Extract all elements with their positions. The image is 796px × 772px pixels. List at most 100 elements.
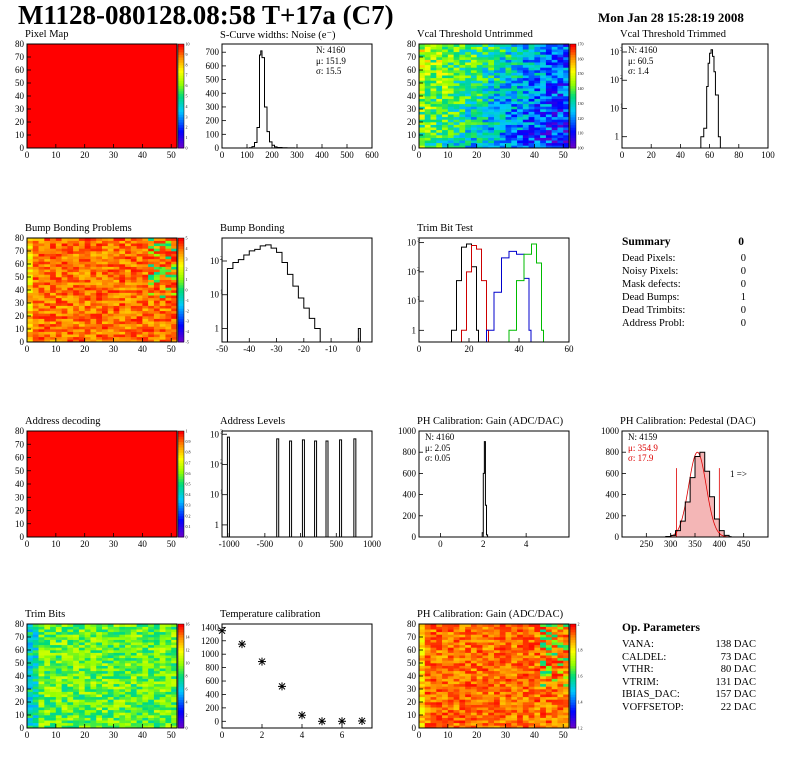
- histogram-peak: [276, 438, 280, 537]
- scatter-point: [318, 717, 326, 726]
- x-tick-label: 200: [265, 150, 279, 160]
- y-tick-label: 800: [403, 447, 417, 457]
- x-tick-label: -10: [325, 344, 337, 354]
- y-tick-label: 60: [407, 645, 417, 655]
- x-tick-label: 2: [260, 730, 265, 740]
- stat-line: σ: 0.05: [425, 453, 451, 463]
- x-tick-label: 20: [80, 150, 90, 160]
- x-tick-label: 20: [465, 344, 475, 354]
- op-parameter-label: VOFFSETOP:: [622, 701, 684, 713]
- y-tick-label: 500: [206, 75, 220, 85]
- x-tick-label: 20: [80, 539, 90, 549]
- x-tick-label: 10: [51, 539, 61, 549]
- op-parameter-row: IBIAS_DAC: 157 DAC: [622, 689, 756, 702]
- summary-value: 0: [740, 279, 746, 290]
- colorbar-label: 2: [578, 622, 580, 627]
- y-tick-label: 1000: [201, 649, 220, 659]
- plot-frame: [621, 43, 769, 149]
- x-tick-label: 50: [559, 150, 569, 160]
- y-tick-label: 10: [407, 238, 417, 248]
- op-parameter-row: CALDEL: 73 DAC: [622, 652, 756, 665]
- x-tick-label: 30: [109, 150, 119, 160]
- y-tick-label: 0: [20, 337, 25, 347]
- colorbar-label: 1.4: [578, 700, 583, 705]
- pixel-map-title: Pixel Map: [25, 29, 69, 40]
- address-decoding-title: Address decoding: [25, 416, 101, 427]
- op-parameter-label: VTHR:: [622, 664, 654, 675]
- histogram-series: [226, 244, 361, 343]
- colorbar-label: 1: [186, 135, 188, 140]
- y-tick-label: 80: [407, 39, 417, 49]
- histogram-series: [481, 441, 490, 538]
- y-tick-label: 60: [15, 65, 25, 75]
- y-tick-label: 0: [412, 143, 417, 153]
- op-parameter-row: VANA: 138 DAC: [622, 639, 756, 652]
- y-tick-label: 70: [15, 439, 25, 449]
- summary-value: 1: [740, 292, 746, 303]
- heatmap-fill: [27, 44, 177, 148]
- heatmap-point: [158, 267, 162, 269]
- y-tick-label: 300: [206, 102, 220, 112]
- colorbar-label: 3: [186, 114, 188, 119]
- y-tick-label: 10: [210, 459, 220, 469]
- x-tick-label: 50: [167, 344, 177, 354]
- y-tick-label: 40: [15, 671, 25, 681]
- y-tick-label: 50: [407, 78, 417, 88]
- stat-line: σ: 15.5: [316, 66, 342, 76]
- colorbar-label: 6: [186, 687, 188, 692]
- y-tick-label: 40: [15, 91, 25, 101]
- colorbar-label: -4: [186, 329, 189, 334]
- summary-label: Dead Trimbits:: [622, 305, 686, 316]
- scurve-stats: N: 4160 μ: 151.9 σ: 15.5: [316, 45, 346, 77]
- histogram-peak: [314, 440, 318, 537]
- y-tick-exponent: 2: [417, 267, 420, 273]
- x-tick-label: 30: [109, 539, 119, 549]
- colorbar-label: 0: [186, 146, 188, 151]
- plot-frame: [221, 623, 373, 729]
- x-tick-label: 60: [565, 344, 575, 354]
- y-tick-label: 400: [403, 490, 417, 500]
- colorbar-label: -5: [186, 340, 189, 345]
- x-tick-label: 400: [315, 150, 329, 160]
- y-tick-label: 50: [15, 272, 25, 282]
- y-tick-exponent: 1: [620, 103, 623, 109]
- x-tick-label: 40: [138, 539, 148, 549]
- y-tick-label: 10: [210, 256, 220, 266]
- y-tick-label: 30: [15, 104, 25, 114]
- scatter-point: [298, 711, 306, 720]
- trim-bit-test-title: Trim Bit Test: [417, 223, 473, 234]
- colorbar-label: 100: [578, 146, 584, 151]
- histogram-peak: [325, 440, 329, 537]
- vcal-trimmed-stats: N: 4160 μ: 60.5 σ: 1.4: [628, 45, 657, 77]
- ph-gain-map-title: PH Calibration: Gain (ADC/DAC): [417, 609, 564, 620]
- x-tick-label: 100: [761, 150, 775, 160]
- y-tick-label: 200: [206, 703, 220, 713]
- y-tick-label: 1: [215, 520, 220, 530]
- y-tick-label: 10: [610, 75, 620, 85]
- op-parameter-row: VTHR: 80 DAC: [622, 664, 756, 677]
- stat-line: μ: 60.5: [628, 55, 654, 66]
- y-tick-label: 30: [407, 104, 417, 114]
- summary-value: 0: [740, 266, 746, 277]
- summary-label: Noisy Pixels:: [622, 266, 679, 277]
- colorbar-label: 0.5: [186, 482, 191, 487]
- y-tick-label: 30: [15, 298, 25, 308]
- summary-value: 0: [740, 305, 746, 316]
- y-tick-label: 1000: [398, 426, 417, 436]
- y-tick-label: 30: [15, 684, 25, 694]
- y-tick-label: 0: [215, 716, 220, 726]
- y-tick-label: 1: [412, 325, 417, 335]
- heatmap-cells: [27, 238, 178, 343]
- x-tick-label: 2: [481, 539, 486, 549]
- y-tick-label: 60: [15, 259, 25, 269]
- x-tick-label: 4: [300, 730, 305, 740]
- op-parameter-row: VOFFSETOP: 22 DAC: [622, 702, 756, 715]
- stat-line: μ: 354.9: [628, 442, 658, 453]
- stat-line: N: 4160: [628, 45, 658, 55]
- y-tick-label: 600: [403, 468, 417, 478]
- x-tick-label: 10: [443, 150, 453, 160]
- y-tick-exponent: 3: [220, 429, 223, 435]
- y-tick-label: 40: [407, 91, 417, 101]
- x-tick-label: 40: [676, 150, 686, 160]
- y-tick-label: 10: [210, 290, 220, 300]
